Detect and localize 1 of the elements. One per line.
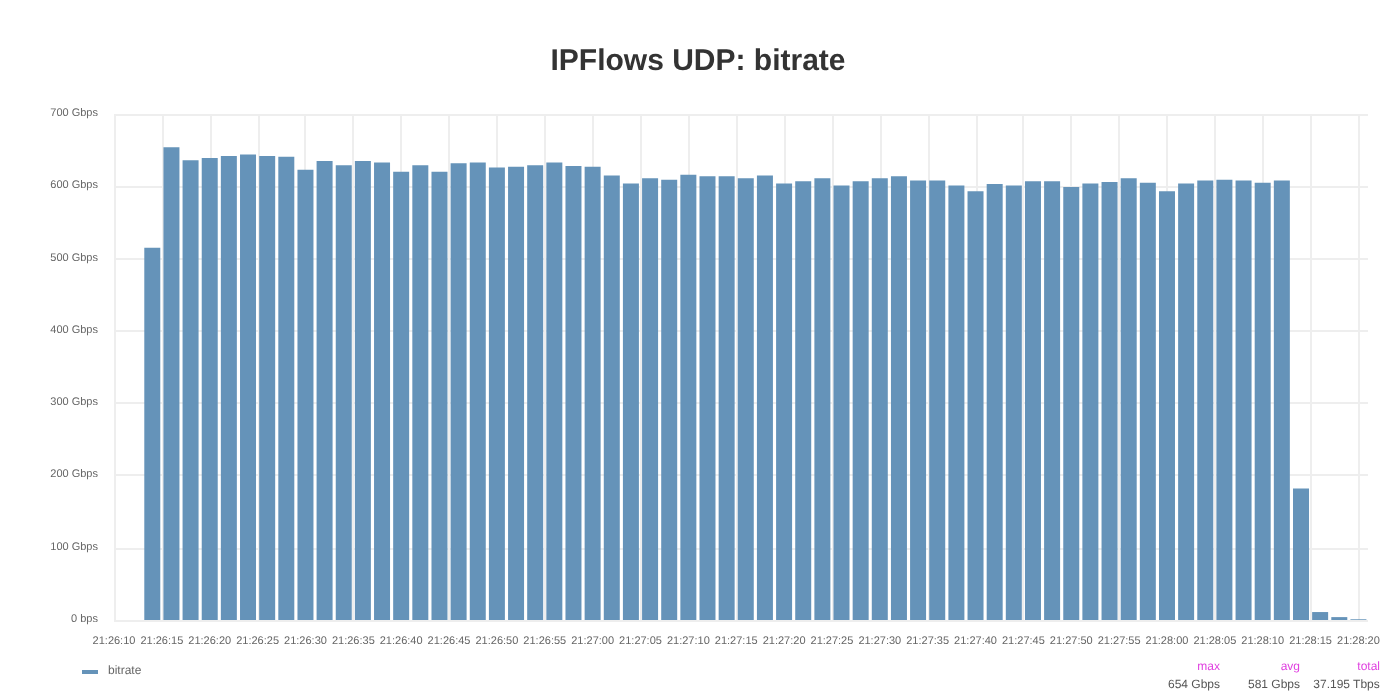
chart-title: IPFlows UDP: bitrate: [550, 44, 846, 78]
